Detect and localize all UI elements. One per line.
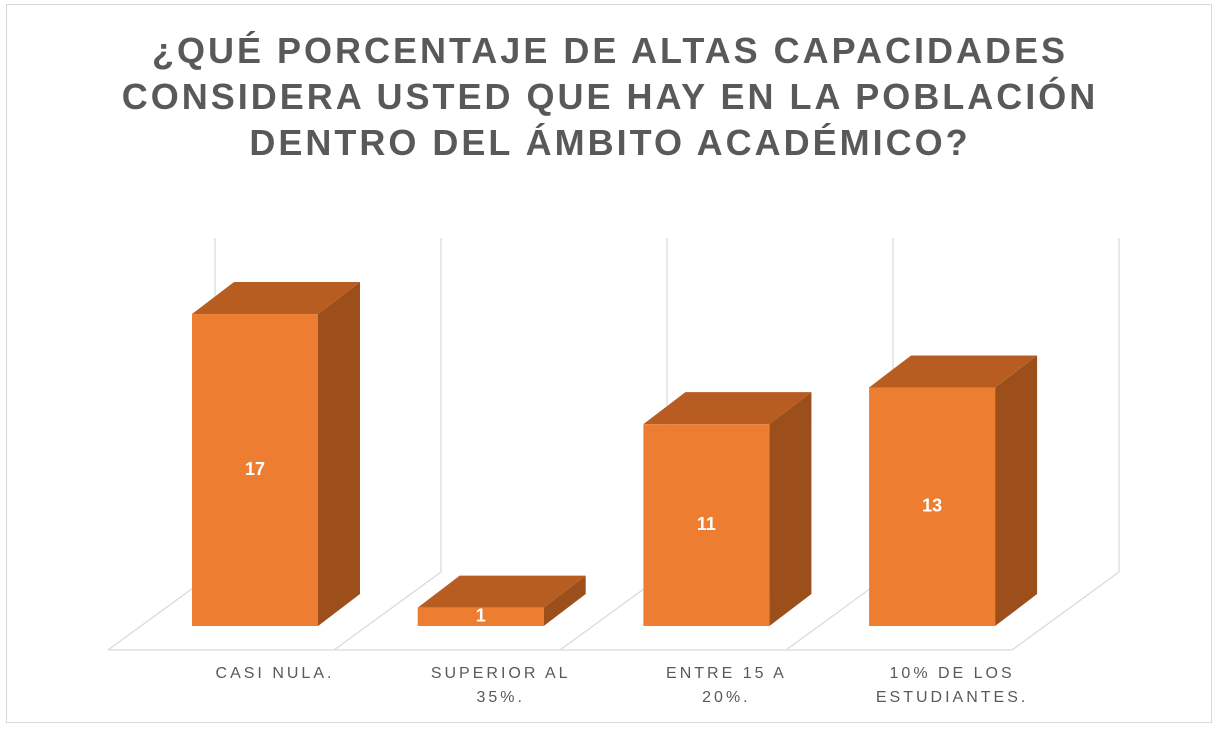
bar-top [643,392,812,425]
x-tick-label: CASI NULA. [215,665,335,682]
bar-side [318,282,360,626]
bar [643,424,770,626]
bar [192,314,318,626]
chart-title: ¿QUÉ PORCENTAJE DE ALTAS CAPACIDADES CON… [121,30,1099,163]
x-tick-label: SUPERIOR AL 35%. [430,665,571,706]
x-tick-label: ENTRE 15 A 20%. [666,665,787,706]
bar-top [192,282,360,315]
value-label: 11 [697,514,716,534]
value-label: 1 [476,606,486,626]
x-tick-label: 10% DE LOS ESTUDIANTES. [875,665,1029,706]
bar-top [869,355,1038,388]
bar-side [543,575,586,626]
bar [869,387,996,626]
value-label: 13 [922,495,942,515]
bar-top [417,575,586,608]
chart-frame [6,4,1212,723]
bar [417,607,544,626]
bar-side [995,355,1038,626]
value-label: 17 [245,459,265,479]
bar-side [769,392,812,626]
